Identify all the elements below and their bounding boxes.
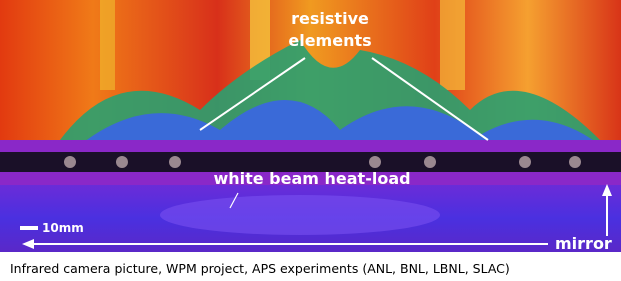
page: resistive elements white beam heat-load … (0, 0, 621, 281)
label: elements (288, 31, 371, 50)
label: resistive (291, 9, 369, 28)
scale-label: 10mm (42, 221, 84, 235)
label: mirror (555, 234, 612, 253)
label: white beam heat-load (213, 169, 410, 188)
caption: Infrared camera picture, WPM project, AP… (10, 261, 510, 276)
figure: resistive elements white beam heat-load … (0, 0, 621, 281)
